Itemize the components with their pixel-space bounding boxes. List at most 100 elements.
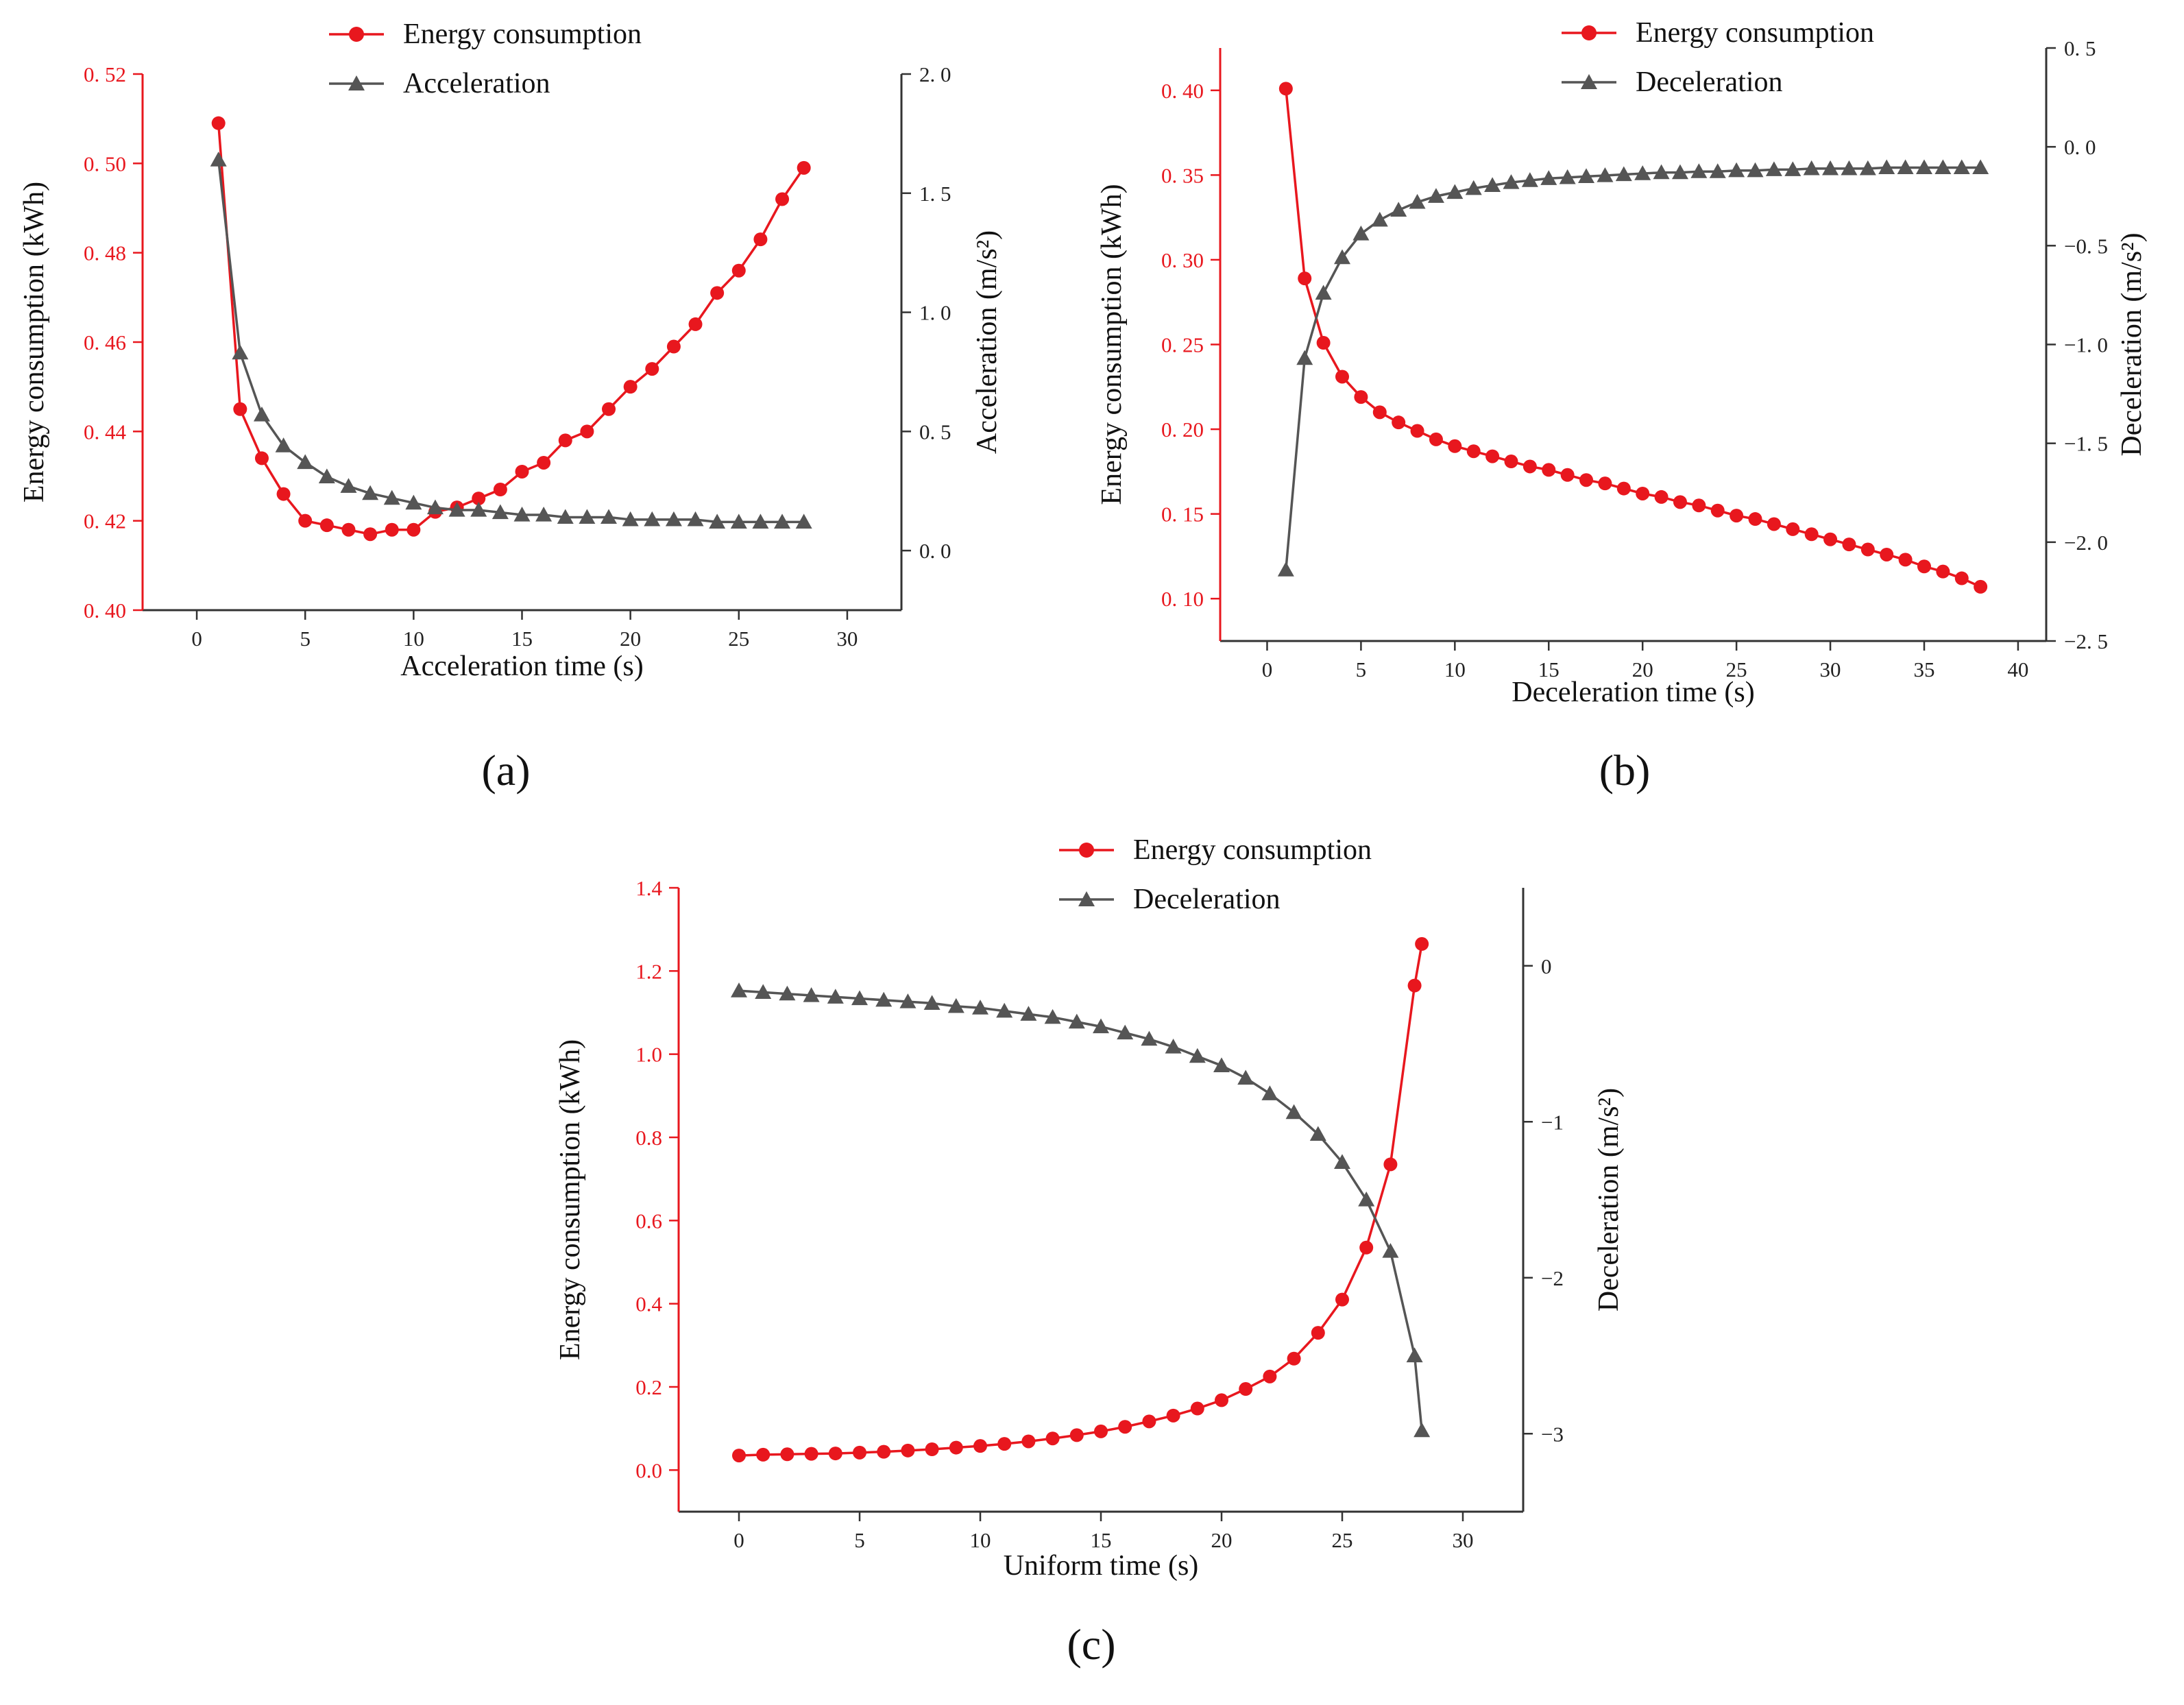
data-point — [1466, 444, 1481, 459]
data-point — [1636, 486, 1650, 500]
data-point — [210, 152, 227, 167]
y-right-tick-label: −3 — [1541, 1422, 1564, 1446]
data-point — [1429, 432, 1443, 446]
data-point — [851, 990, 868, 1006]
y-right-tick-label: 1. 0 — [919, 301, 951, 325]
data-point — [600, 509, 618, 524]
y-left-tick-label: 0. 46 — [84, 330, 126, 354]
y-left-tick-label: 0.0 — [635, 1458, 662, 1482]
legend-marker — [348, 75, 365, 90]
data-point — [1898, 553, 1913, 567]
y-left-tick-label: 0. 35 — [1161, 163, 1204, 187]
data-point — [1413, 1422, 1431, 1438]
legend-marker — [1078, 891, 1095, 906]
legend-label: Deceleration — [1636, 66, 1783, 98]
data-point — [1616, 481, 1631, 496]
data-point — [1371, 211, 1388, 227]
legend-label: Deceleration — [1133, 884, 1281, 915]
data-point — [645, 362, 659, 376]
data-point — [383, 489, 400, 505]
y-right-tick-label: 2. 0 — [919, 62, 951, 86]
data-point — [1409, 193, 1426, 209]
data-point — [1709, 163, 1726, 178]
data-point — [665, 511, 682, 527]
data-point — [1382, 1243, 1399, 1258]
data-point — [1504, 455, 1518, 469]
data-point — [774, 513, 791, 529]
data-point — [232, 344, 249, 360]
x-tick-label: 15 — [511, 627, 533, 651]
data-point — [385, 522, 399, 537]
data-point — [853, 1445, 866, 1460]
data-point — [1560, 468, 1575, 482]
data-point — [362, 485, 379, 500]
data-point — [1673, 495, 1687, 509]
data-point — [925, 1442, 939, 1456]
data-point — [1710, 503, 1725, 518]
x-tick-label: 5 — [300, 627, 311, 651]
y-right-axis-label: Deceleration (m/s²) — [2116, 232, 2148, 456]
y-left-tick-label: 0. 10 — [1161, 587, 1204, 611]
data-point — [426, 499, 444, 515]
data-point — [1692, 498, 1706, 513]
data-point — [1634, 165, 1651, 180]
data-point — [1484, 177, 1501, 192]
data-point — [318, 468, 335, 483]
data-point — [1578, 168, 1595, 184]
y-right-tick-label: −1 — [1541, 1110, 1564, 1134]
series-line-energy — [1285, 88, 1981, 588]
data-point — [973, 1439, 987, 1453]
data-point — [405, 494, 422, 510]
data-point — [254, 451, 269, 465]
data-point — [1359, 1240, 1374, 1255]
y-left-tick-label: 1.4 — [635, 876, 662, 900]
data-point — [1598, 476, 1612, 491]
data-point — [1166, 1408, 1180, 1423]
data-point — [1044, 1008, 1061, 1024]
data-point — [298, 513, 313, 528]
data-point — [363, 527, 378, 542]
data-point — [1334, 1154, 1350, 1169]
x-axis-label: Acceleration time (s) — [400, 651, 644, 682]
chart-panel-b: 0 5 10 15 20 25 30 35 40 0. 10 0. 15 0. 20 0. 25 0. 3… — [1096, 17, 2148, 795]
data-point — [535, 506, 553, 522]
y-left-tick-label: 0. 20 — [1161, 418, 1204, 442]
data-point — [1261, 1085, 1278, 1100]
chart-panel-a: 0 5 10 15 20 25 30 0. 40 0. 42 0. 44 0. 46 0. 48 0. … — [19, 19, 1003, 795]
data-point — [947, 997, 964, 1013]
data-point — [319, 518, 334, 533]
x-tick-label: 25 — [728, 627, 749, 651]
x-tick-label: 5 — [854, 1528, 865, 1552]
data-point — [1410, 424, 1424, 438]
data-point — [1521, 172, 1538, 187]
data-point — [1653, 164, 1670, 180]
data-point — [1448, 439, 1462, 453]
data-point — [1094, 1424, 1108, 1438]
y-left-tick-label: 1.2 — [635, 959, 662, 983]
x-tick-label: 30 — [836, 627, 858, 651]
y-right-tick-label: −1. 5 — [2064, 432, 2108, 456]
y-left-tick-label: 0. 52 — [84, 62, 126, 86]
data-point — [1335, 1292, 1349, 1307]
chart-panel-c: 0 5 10 15 20 25 30 0.0 0.2 0.4 0.6 0.8 1.0 1.2 1.4 −3 −2… — [555, 834, 1625, 1669]
y-right-tick-label: −1. 0 — [2064, 333, 2108, 357]
data-point — [1335, 370, 1350, 384]
data-point — [1859, 160, 1876, 176]
y-right-tick-label: 0. 5 — [2064, 36, 2096, 60]
data-point — [1917, 559, 1931, 574]
data-point — [1880, 547, 1894, 561]
data-point — [1878, 159, 1895, 175]
data-point — [1287, 1351, 1301, 1366]
data-point — [1936, 564, 1950, 579]
data-point — [775, 192, 790, 206]
y-right-tick-label: 0. 0 — [919, 539, 951, 563]
data-point — [492, 504, 509, 520]
data-point — [1427, 188, 1444, 203]
y-left-tick-label: 0. 40 — [1161, 79, 1204, 103]
data-point — [899, 993, 917, 1008]
panel-label: (a) — [481, 746, 530, 795]
data-point — [1285, 1104, 1302, 1120]
data-point — [877, 1444, 891, 1459]
data-point — [710, 286, 725, 300]
x-axis-label: Uniform time (s) — [1004, 1550, 1199, 1582]
